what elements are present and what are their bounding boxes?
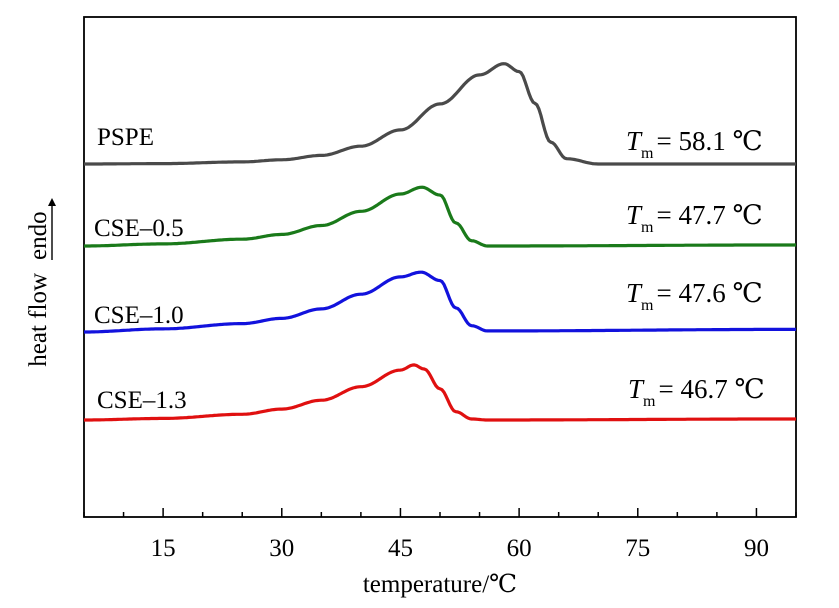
tm-value: = 58.1 ℃ xyxy=(656,126,762,156)
x-tick-label: 45 xyxy=(388,535,413,562)
y-axis-endo-arrowhead xyxy=(48,198,56,206)
series-line xyxy=(84,185,797,248)
series-line xyxy=(84,363,796,422)
y-axis-label-main: heat flow xyxy=(25,273,52,367)
tm-subscript: m xyxy=(643,393,656,410)
x-axis-label: temperature/℃ xyxy=(363,571,517,598)
y-axis-label-endo: endo xyxy=(25,211,52,260)
series-label: PSPE xyxy=(97,124,154,151)
series-line xyxy=(84,62,796,166)
tm-subscript: m xyxy=(641,145,654,162)
plot-frame xyxy=(83,16,797,518)
tm-symbol: T xyxy=(626,278,643,308)
tm-annotations: Tm = 58.1 ℃Tm = 47.7 ℃Tm = 47.6 ℃Tm = 46.7 ℃ xyxy=(626,126,765,410)
x-tick-label: 15 xyxy=(151,535,176,562)
tm-value: = 47.6 ℃ xyxy=(656,278,762,308)
tm-value: = 46.7 ℃ xyxy=(658,374,764,404)
x-tick-label: 60 xyxy=(507,535,532,562)
series-label: CSE–0.5 xyxy=(94,215,184,242)
x-tick-label: 30 xyxy=(269,535,294,562)
tm-annotation: Tm = 47.7 ℃ xyxy=(626,200,763,236)
tm-symbol: T xyxy=(628,374,645,404)
series-labels: PSPE CSE–0.5 CSE–1.0 CSE–1.3 xyxy=(94,124,187,414)
x-tick-label: 90 xyxy=(744,535,769,562)
x-axis-tick-labels: 15 30 45 60 75 90 xyxy=(151,535,769,562)
tm-subscript: m xyxy=(641,297,654,314)
tm-value: = 47.7 ℃ xyxy=(656,200,762,230)
tm-symbol: T xyxy=(626,126,643,156)
tm-annotation: Tm = 46.7 ℃ xyxy=(628,374,765,410)
tm-symbol: T xyxy=(626,200,643,230)
series-line xyxy=(84,270,796,334)
y-axis-label: heat flow endo xyxy=(25,198,56,367)
tm-annotation: Tm = 58.1 ℃ xyxy=(626,126,763,162)
x-axis-ticks xyxy=(83,508,797,517)
x-tick-label: 75 xyxy=(625,535,650,562)
series-label: CSE–1.0 xyxy=(94,302,184,329)
series-label: CSE–1.3 xyxy=(97,387,187,414)
series-lines xyxy=(84,62,797,422)
tm-subscript: m xyxy=(641,219,654,236)
tm-annotation: Tm = 47.6 ℃ xyxy=(626,278,763,314)
